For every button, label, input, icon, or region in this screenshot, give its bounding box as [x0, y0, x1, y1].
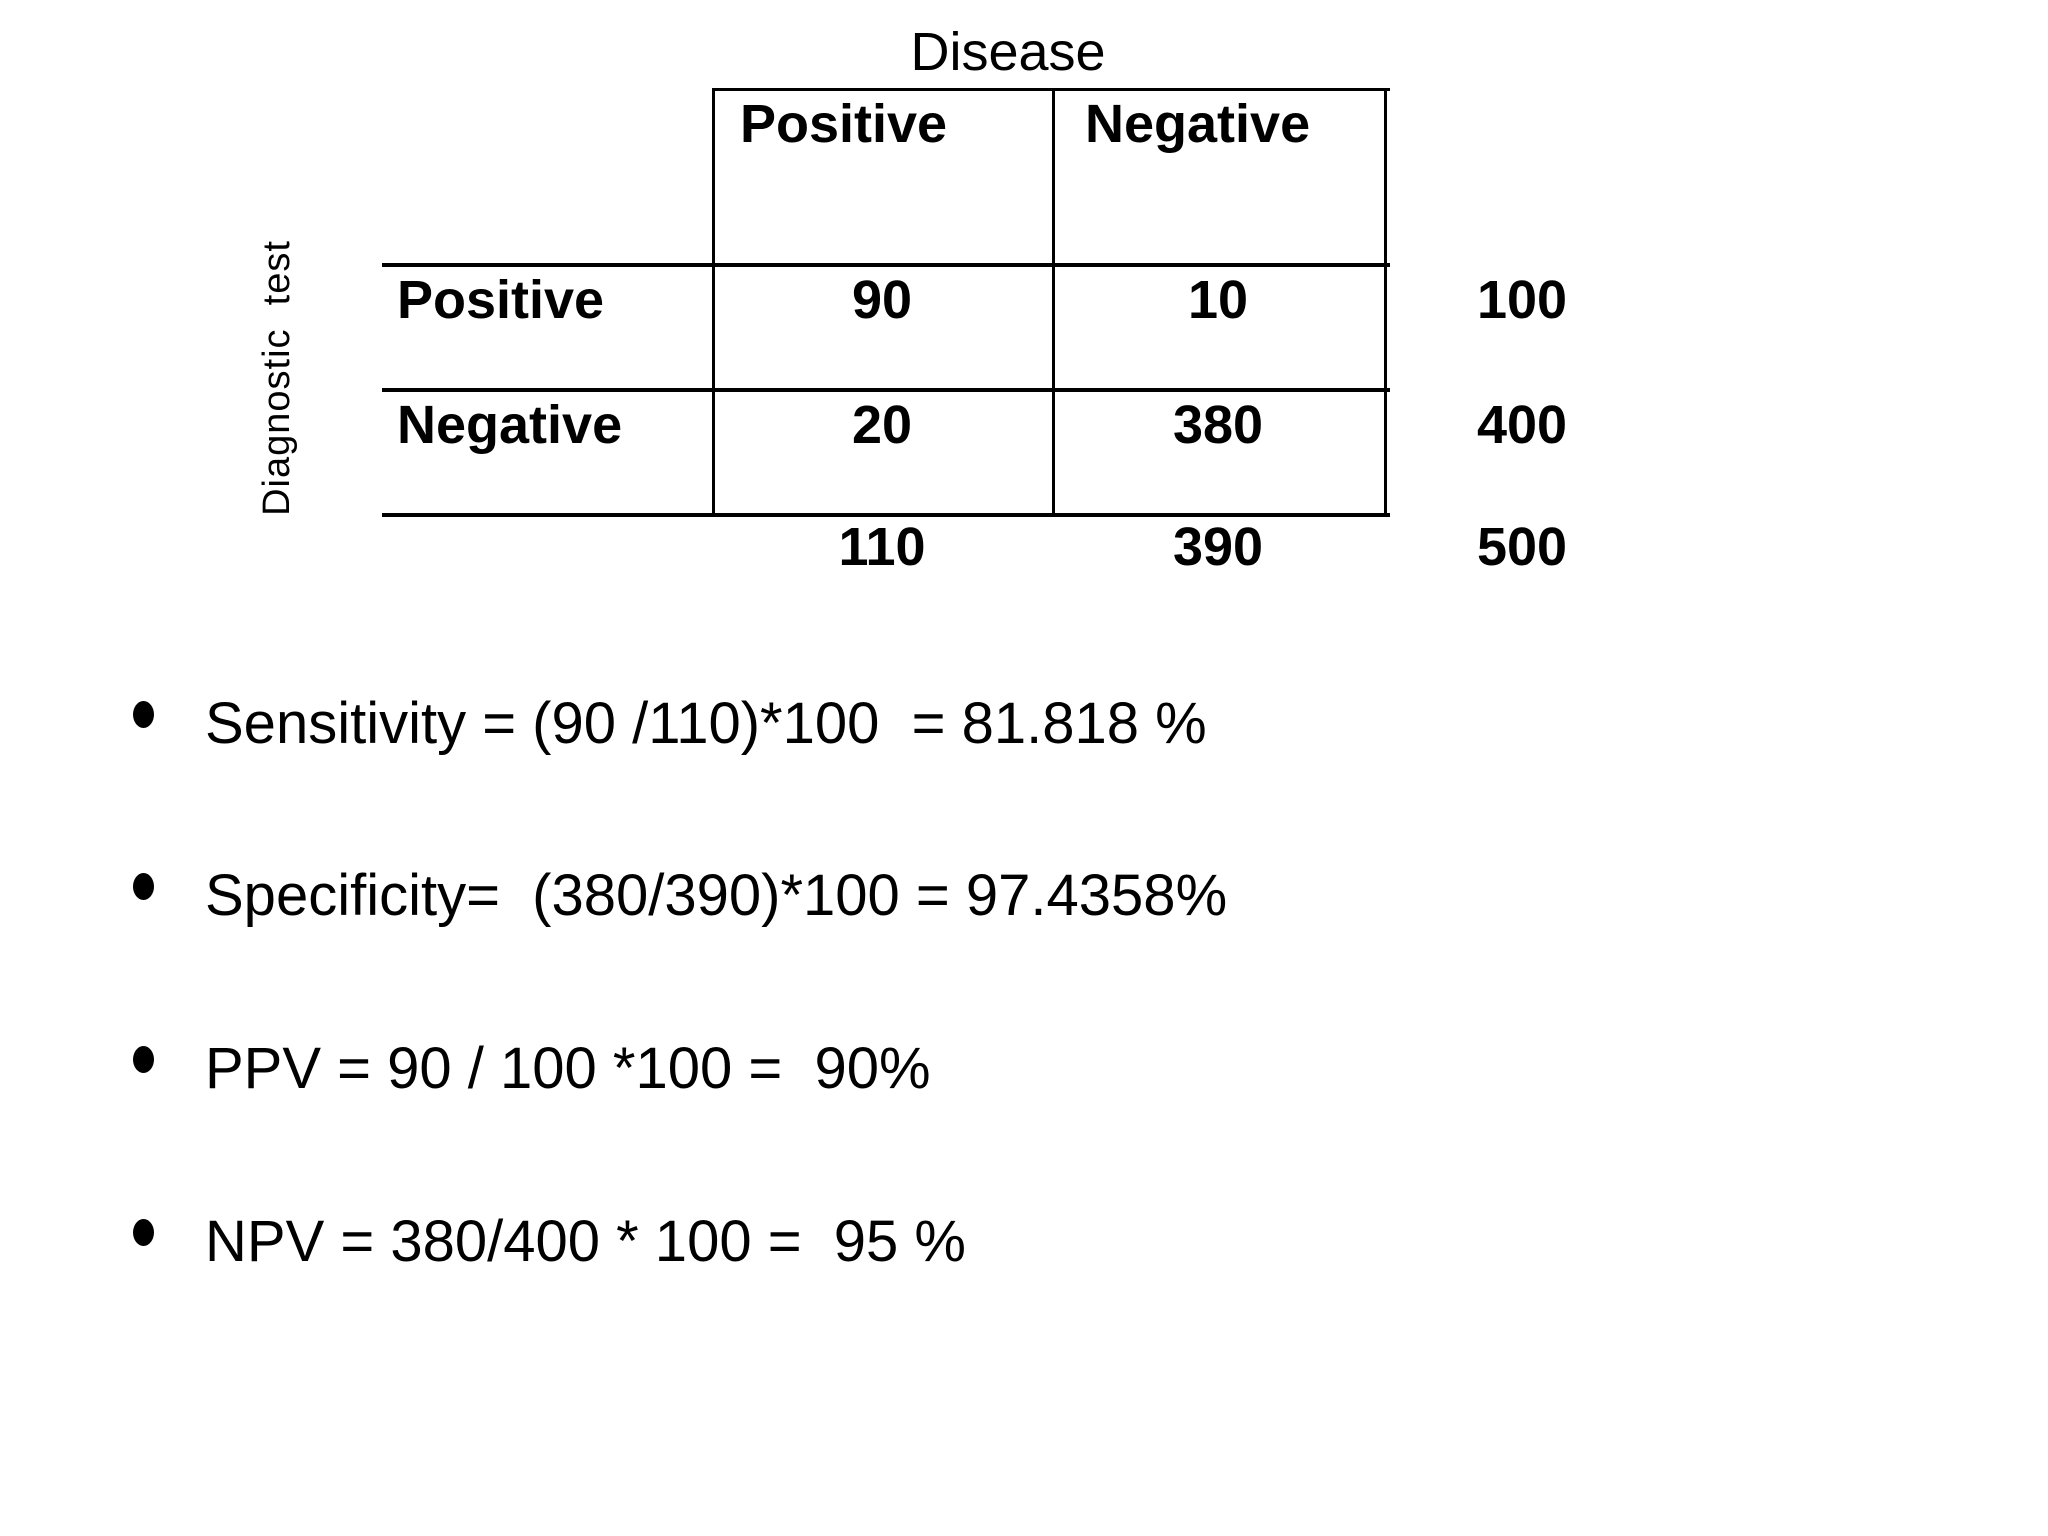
npv-formula-text: NPV = 380/400 * 100 = 95 % — [205, 1209, 966, 1274]
row-separator-line — [382, 388, 1390, 392]
table-right-column-border — [1384, 88, 1387, 517]
bullet-icon — [133, 1046, 154, 1073]
col-total-disease-negative: 390 — [1172, 517, 1264, 577]
header-separator-line — [382, 263, 1390, 267]
cell-true-positive: 90 — [851, 270, 913, 330]
specificity-formula-text: Specificity= (380/390)*100 = 97.4358% — [205, 863, 1228, 928]
bullet-sensitivity: Sensitivity = (90 /110)*100 = 81.818 % — [133, 689, 1207, 759]
row-axis-label-diagnostic-test: Diagnostic test — [256, 240, 298, 516]
col-header-positive: Positive — [740, 94, 948, 154]
cell-false-negative: 20 — [851, 395, 913, 455]
bullet-icon — [133, 701, 154, 728]
ppv-formula-text: PPV = 90 / 100 *100 = 90% — [205, 1036, 931, 1101]
col-total-disease-positive: 110 — [838, 517, 926, 577]
row-label-positive: Positive — [397, 270, 605, 330]
table-bottom-border — [382, 513, 1390, 517]
sensitivity-formula-text: Sensitivity = (90 /110)*100 = 81.818 % — [205, 691, 1207, 756]
row-label-negative: Negative — [397, 395, 623, 455]
row-total-positive: 100 — [1476, 270, 1568, 330]
cell-true-negative: 380 — [1172, 395, 1264, 455]
bullet-specificity: Specificity= (380/390)*100 = 97.4358% — [133, 861, 1227, 931]
table-title-disease: Disease — [910, 22, 1106, 82]
cell-false-positive: 10 — [1187, 270, 1249, 330]
bullet-icon — [133, 1219, 154, 1246]
bullet-npv: NPV = 380/400 * 100 = 95 % — [133, 1207, 966, 1277]
table-left-column-border — [712, 88, 715, 517]
table-middle-column-border — [1052, 88, 1055, 517]
bullet-ppv: PPV = 90 / 100 *100 = 90% — [133, 1034, 931, 1104]
grand-total: 500 — [1476, 517, 1568, 577]
col-header-negative: Negative — [1085, 94, 1311, 154]
bullet-icon — [133, 873, 154, 900]
row-total-negative: 400 — [1476, 395, 1568, 455]
table-top-border — [712, 88, 1390, 91]
